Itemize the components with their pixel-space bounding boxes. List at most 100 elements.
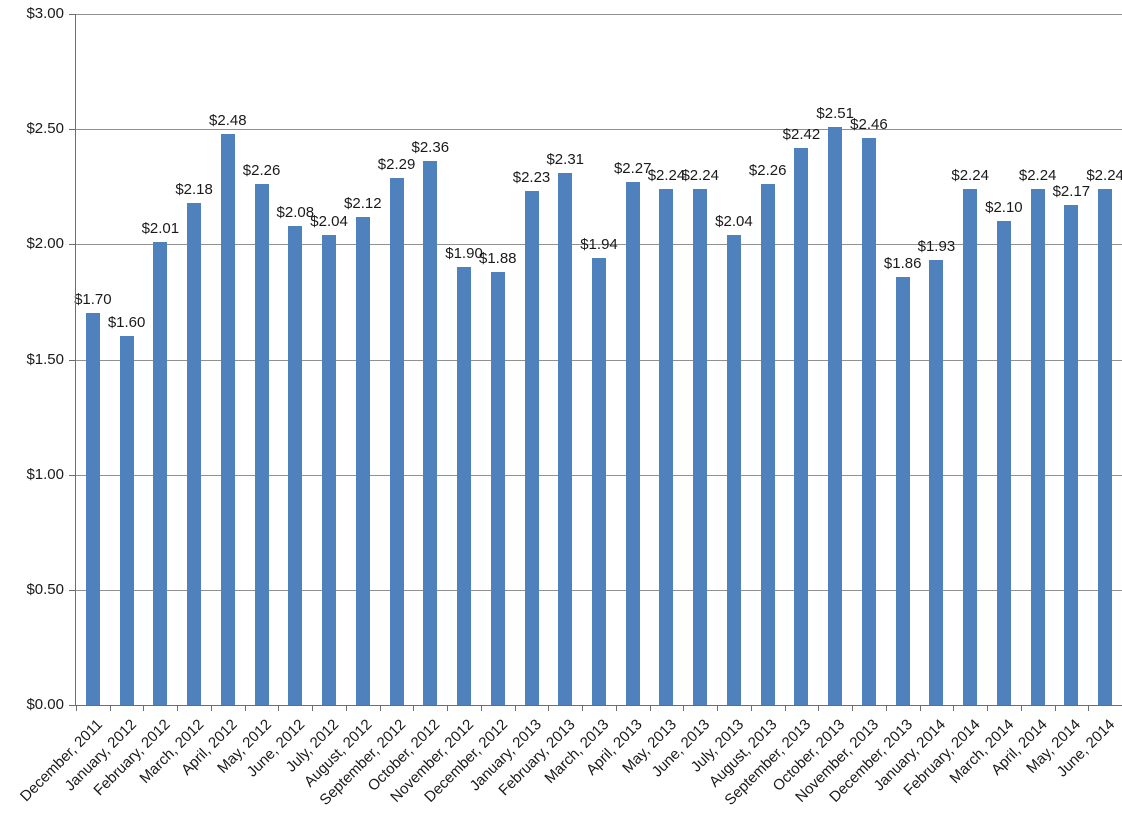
- x-axis-tick: [852, 706, 854, 711]
- x-axis-tick: [244, 706, 246, 711]
- bar-value-label: $2.24: [1086, 167, 1122, 185]
- bar: [693, 189, 708, 705]
- bar-value-label: $2.24: [1018, 167, 1057, 185]
- bar-value-label: $2.42: [782, 125, 821, 143]
- bar: [423, 161, 438, 705]
- bar: [558, 172, 573, 705]
- gridline: [76, 244, 1122, 246]
- bar-value-label: $2.24: [951, 167, 989, 185]
- bar: [119, 336, 134, 705]
- gridline: [76, 129, 1122, 131]
- bar-value-label: $2.24: [681, 167, 719, 185]
- bar: [254, 184, 269, 705]
- bar: [220, 133, 235, 705]
- bar: [85, 313, 100, 705]
- y-axis-tick: [69, 474, 76, 476]
- x-axis-tick: [210, 706, 212, 711]
- bar-value-label: $1.88: [478, 249, 517, 267]
- y-axis-tick: [69, 589, 76, 591]
- x-axis-tick: [649, 706, 651, 711]
- bar-value-label: $2.36: [411, 139, 450, 157]
- x-axis-tick: [480, 706, 482, 711]
- bar: [659, 189, 674, 705]
- bar: [828, 126, 843, 705]
- bar-value-label: $2.04: [715, 213, 753, 231]
- bar-value-label: $2.10: [985, 199, 1023, 217]
- x-axis-tick: [447, 706, 449, 711]
- x-axis-line: [76, 705, 1122, 706]
- x-axis-tick: [717, 706, 719, 711]
- x-axis-tick: [818, 706, 820, 711]
- x-axis-tick: [548, 706, 550, 711]
- bar-value-label: $2.08: [276, 203, 315, 221]
- x-axis-tick: [919, 706, 921, 711]
- bar: [153, 242, 168, 705]
- y-axis-tick: [69, 705, 76, 706]
- bar-value-label: $2.23: [512, 169, 551, 187]
- bar: [355, 216, 370, 705]
- bar-value-label: $2.24: [647, 167, 686, 185]
- x-axis-tick: [1020, 706, 1022, 711]
- x-axis-tick: [278, 706, 280, 711]
- bar-value-label: $2.46: [850, 116, 888, 134]
- bar: [895, 276, 910, 705]
- bar: [524, 191, 539, 705]
- y-axis-tick: [69, 129, 76, 131]
- x-axis-tick: [1054, 706, 1056, 711]
- y-tick-label: $1.00: [26, 465, 64, 483]
- x-axis-tick: [143, 706, 145, 711]
- y-axis-tick: [69, 244, 76, 246]
- bar-value-label: $2.27: [613, 160, 652, 178]
- x-axis-tick: [953, 706, 955, 711]
- bar: [1030, 189, 1045, 705]
- x-axis-tick: [76, 706, 77, 711]
- bar-value-label: $2.04: [310, 213, 348, 231]
- bar-value-label: $2.01: [141, 220, 180, 238]
- x-axis-tick: [885, 706, 887, 711]
- bar: [288, 225, 303, 705]
- x-axis-tick: [750, 706, 752, 711]
- bar-value-label: $1.60: [107, 314, 146, 332]
- bar-value-label: $1.70: [74, 291, 112, 309]
- x-axis-tick: [784, 706, 786, 711]
- bar-value-label: $2.31: [546, 150, 585, 168]
- y-tick-label: $3.00: [26, 5, 64, 22]
- bar: [794, 147, 809, 705]
- bar: [187, 202, 202, 705]
- y-tick-label: $0.50: [26, 580, 64, 598]
- bar: [996, 221, 1011, 705]
- bar-value-label: $2.18: [175, 180, 213, 198]
- gridline: [76, 14, 1122, 15]
- x-axis-tick: [615, 706, 617, 711]
- bar: [389, 177, 404, 705]
- bar-value-label: $1.93: [917, 238, 956, 256]
- x-axis-tick: [379, 706, 381, 711]
- bar-value-label: $2.29: [377, 155, 416, 173]
- bar-value-label: $2.26: [748, 162, 787, 180]
- x-axis-tick: [345, 706, 347, 711]
- bar: [963, 189, 978, 705]
- bar-value-label: $1.94: [580, 236, 618, 254]
- bar: [592, 258, 606, 705]
- bar: [1064, 205, 1079, 705]
- x-axis-tick: [987, 706, 989, 711]
- y-axis-tick: [69, 14, 76, 15]
- x-axis-tick: [1088, 706, 1090, 711]
- bar: [625, 182, 640, 705]
- x-axis-tick: [109, 706, 111, 711]
- bar-value-label: $1.90: [445, 245, 483, 263]
- bar-value-label: $2.48: [209, 111, 247, 129]
- y-tick-label: $1.50: [26, 350, 64, 368]
- y-tick-label: $0.00: [26, 696, 64, 713]
- bar-value-label: $2.51: [816, 104, 854, 122]
- y-axis-line: [75, 14, 76, 706]
- bar-value-label: $2.12: [344, 194, 382, 212]
- bar-value-label: $1.86: [883, 254, 922, 272]
- bar: [490, 271, 505, 705]
- x-axis-tick: [177, 706, 179, 711]
- bar: [322, 235, 337, 705]
- bar-value-label: $2.26: [242, 162, 281, 180]
- x-axis-tick: [413, 706, 415, 711]
- x-axis-tick: [312, 706, 314, 711]
